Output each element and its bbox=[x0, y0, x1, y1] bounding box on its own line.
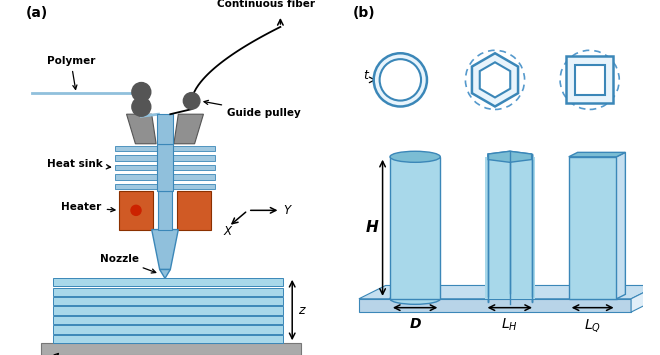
Polygon shape bbox=[510, 151, 531, 296]
Text: $L_H$: $L_H$ bbox=[502, 317, 518, 333]
Ellipse shape bbox=[390, 151, 440, 162]
Text: Y: Y bbox=[283, 204, 290, 217]
Bar bbox=[53, 316, 283, 324]
Circle shape bbox=[131, 205, 141, 215]
Polygon shape bbox=[569, 152, 626, 157]
Polygon shape bbox=[359, 285, 658, 299]
Text: (a): (a) bbox=[26, 6, 48, 20]
Polygon shape bbox=[174, 114, 203, 144]
Bar bbox=[53, 326, 283, 334]
Polygon shape bbox=[480, 62, 510, 98]
Bar bbox=[156, 114, 174, 144]
Polygon shape bbox=[152, 230, 178, 269]
Text: t: t bbox=[364, 69, 368, 82]
Bar bbox=[53, 288, 283, 296]
Bar bbox=[115, 146, 156, 151]
Bar bbox=[174, 174, 215, 180]
Polygon shape bbox=[616, 152, 626, 299]
Polygon shape bbox=[484, 157, 535, 299]
Bar bbox=[566, 56, 613, 103]
Bar bbox=[115, 155, 156, 160]
Polygon shape bbox=[631, 285, 658, 312]
Bar bbox=[41, 343, 301, 355]
Circle shape bbox=[379, 59, 421, 100]
Text: Heater: Heater bbox=[61, 202, 115, 212]
Bar bbox=[156, 144, 174, 191]
Polygon shape bbox=[160, 269, 170, 278]
Text: Continuous fiber: Continuous fiber bbox=[216, 0, 315, 9]
Bar bbox=[53, 297, 283, 305]
Polygon shape bbox=[472, 53, 518, 106]
Polygon shape bbox=[488, 151, 510, 296]
Bar bbox=[115, 165, 156, 170]
Text: z: z bbox=[298, 304, 305, 317]
Bar bbox=[174, 155, 215, 160]
Bar bbox=[177, 191, 211, 230]
Circle shape bbox=[132, 83, 150, 102]
Ellipse shape bbox=[390, 293, 440, 304]
Bar bbox=[53, 335, 283, 343]
Bar bbox=[115, 174, 156, 180]
Bar bbox=[174, 184, 215, 189]
Bar bbox=[115, 184, 156, 189]
Text: $L_Q$: $L_Q$ bbox=[584, 317, 601, 334]
Circle shape bbox=[183, 93, 200, 109]
Text: Nozzle: Nozzle bbox=[100, 254, 156, 273]
Bar bbox=[575, 65, 605, 95]
Text: Platform: Platform bbox=[20, 354, 71, 355]
Bar bbox=[119, 191, 153, 230]
Circle shape bbox=[132, 97, 150, 116]
Text: X: X bbox=[224, 225, 232, 238]
Bar bbox=[569, 157, 616, 299]
Bar bbox=[174, 165, 215, 170]
Bar bbox=[359, 299, 631, 312]
Bar bbox=[390, 157, 440, 299]
Text: Heat sink: Heat sink bbox=[47, 159, 110, 169]
Text: (b): (b) bbox=[353, 6, 376, 20]
Text: Guide pulley: Guide pulley bbox=[204, 100, 301, 118]
Text: Polymer: Polymer bbox=[47, 56, 95, 89]
Bar bbox=[158, 191, 172, 230]
Polygon shape bbox=[488, 151, 531, 162]
Circle shape bbox=[374, 53, 427, 106]
Text: D: D bbox=[409, 317, 421, 331]
Bar bbox=[174, 146, 215, 151]
Polygon shape bbox=[127, 114, 156, 144]
Text: H: H bbox=[366, 220, 379, 235]
Bar bbox=[53, 278, 283, 286]
Bar bbox=[53, 306, 283, 315]
